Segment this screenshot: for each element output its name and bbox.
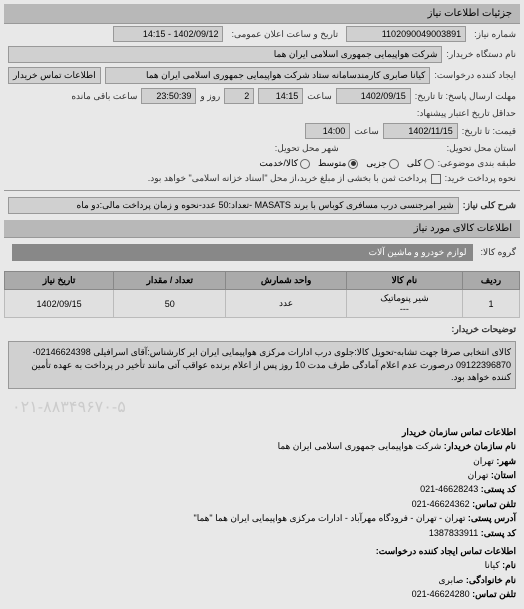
delivery-city-label: شهر محل تحویل:	[275, 143, 339, 154]
credit-deadline-label: حداقل تاریخ اعتبار پیشنهاد:	[417, 108, 516, 119]
package-radio-group: کلی جزیی متوسط کالا/خدمت	[259, 158, 433, 169]
page-header: جزئیات اطلاعات نیاز	[4, 4, 520, 24]
postal-value: 46628243-021	[420, 484, 478, 494]
category-label: گروه کالا:	[481, 247, 516, 258]
buyer-device-field: شرکت هواپیمایی جمهوری اسلامی ایران هما	[8, 46, 442, 63]
buyer-device-label: نام دستگاه خریدار:	[446, 49, 516, 60]
remaining-days-label: روز و	[200, 91, 220, 102]
main-keyword-label: شرح کلی نیاز:	[463, 200, 516, 211]
province-value: تهران	[468, 470, 489, 480]
remaining-time-field: 23:50:39	[141, 88, 196, 104]
request-number-field: 1102090049003891	[346, 26, 466, 42]
requester-label: ایجاد کننده درخواست:	[434, 70, 516, 81]
contact-phone-label: تلفن تماس:	[472, 589, 516, 599]
time-label-1: ساعت	[307, 91, 332, 102]
org-name-label: نام سازمان خریدار:	[444, 441, 516, 451]
address-value: تهران - تهران - فرودگاه مهرآباد - ادارات…	[194, 513, 466, 523]
time-label-2: ساعت	[354, 126, 379, 137]
cell-name: شیر پنوماتیک ---	[346, 290, 462, 318]
org-contact-title: اطلاعات تماس سازمان خریدار	[8, 425, 516, 439]
cell-quantity: 50	[114, 290, 226, 318]
city-value: تهران	[473, 456, 494, 466]
city-label: شهر:	[496, 456, 516, 466]
name-label: نام:	[502, 560, 516, 570]
address-label: آدرس پستی:	[468, 513, 516, 523]
buyer-notes-text: کالای انتخابی صرفا جهت تشابه-تحویل کالا:…	[8, 341, 516, 389]
radio-medium[interactable]: متوسط	[318, 158, 358, 169]
contact-phone-value: 46624280-021	[412, 589, 470, 599]
th-quantity: تعداد / مقدار	[114, 272, 226, 290]
public-datetime-label: تاریخ و ساعت اعلان عمومی:	[231, 29, 338, 40]
request-number-label: شماره نیاز:	[474, 29, 516, 40]
province-label: استان:	[491, 470, 516, 480]
watermark-phone: ۰۲۱-۸۸۳۴۹۶۷۰-۵	[4, 393, 520, 421]
org-name: شرکت هواپیمایی جمهوری اسلامی ایران هما	[278, 441, 442, 451]
family-value: صابری	[439, 575, 464, 585]
main-keyword-field: شیر امرجنسی درب مسافری کوباس با برند MAS…	[8, 197, 459, 214]
remaining-days-field: 2	[224, 88, 254, 104]
remaining-label: ساعت باقی مانده	[71, 91, 137, 102]
requester-info-title: اطلاعات تماس ایجاد کننده درخواست:	[8, 544, 516, 558]
contact-info-link[interactable]: اطلاعات تماس خریدار	[8, 67, 101, 84]
credit-time-field: 14:00	[305, 123, 350, 139]
items-section-title: اطلاعات کالای مورد نیاز	[4, 220, 520, 238]
postal-code-label: کد پستی:	[481, 528, 516, 538]
items-table: ردیف نام کالا واحد شمارش تعداد / مقدار ت…	[4, 271, 520, 318]
deadline-label: مهلت ارسال پاسخ: تا تاریخ:	[415, 91, 516, 102]
radio-all[interactable]: کلی	[407, 158, 434, 169]
header-title: جزئیات اطلاعات نیاز	[428, 8, 512, 19]
category-field: لوازم خودرو و ماشین آلات	[12, 244, 473, 261]
cell-row: 1	[463, 290, 520, 318]
credit-date-field: 1402/11/15	[383, 123, 458, 139]
price-label: قیمت: تا تاریخ:	[462, 126, 516, 137]
requester-field: کیانا صابری کارمندسامانه ستاد شرکت هواپی…	[105, 67, 431, 84]
radio-partial[interactable]: جزیی	[366, 158, 399, 169]
contact-section: اطلاعات تماس سازمان خریدار نام سازمان خر…	[4, 421, 520, 606]
table-row: 1 شیر پنوماتیک --- عدد 50 1402/09/15	[5, 290, 520, 318]
buyer-notes-label: توضیحات خریدار:	[451, 324, 516, 335]
deadline-time-field: 14:15	[258, 88, 303, 104]
public-datetime-field: 1402/09/12 - 14:15	[113, 26, 223, 42]
postal-code-value: 1387833911	[429, 528, 478, 538]
th-row: ردیف	[463, 272, 520, 290]
radio-cash[interactable]: کالا/خدمت	[259, 158, 310, 169]
payment-text: پرداخت ثمن با بخشی از مبلغ خرید،از محل "…	[148, 173, 427, 184]
phone-value: 46624362-021	[412, 499, 470, 509]
th-unit: واحد شمارش	[226, 272, 346, 290]
deadline-date-field: 1402/09/15	[336, 88, 411, 104]
postal-label: کد پستی:	[481, 484, 516, 494]
cell-date: 1402/09/15	[5, 290, 114, 318]
th-date: تاریخ نیاز	[5, 272, 114, 290]
payment-label: نحوه پرداخت خرید:	[445, 173, 516, 184]
family-label: نام خانوادگی:	[466, 575, 516, 585]
name-value: کیانا	[485, 560, 500, 570]
payment-checkbox[interactable]	[431, 174, 441, 184]
th-name: نام کالا	[346, 272, 462, 290]
phone-label: تلفن تماس:	[472, 499, 516, 509]
package-label: طبقه بندی موضوعی:	[438, 158, 516, 169]
delivery-location-label: استان محل تحویل:	[447, 143, 516, 154]
cell-unit: عدد	[226, 290, 346, 318]
